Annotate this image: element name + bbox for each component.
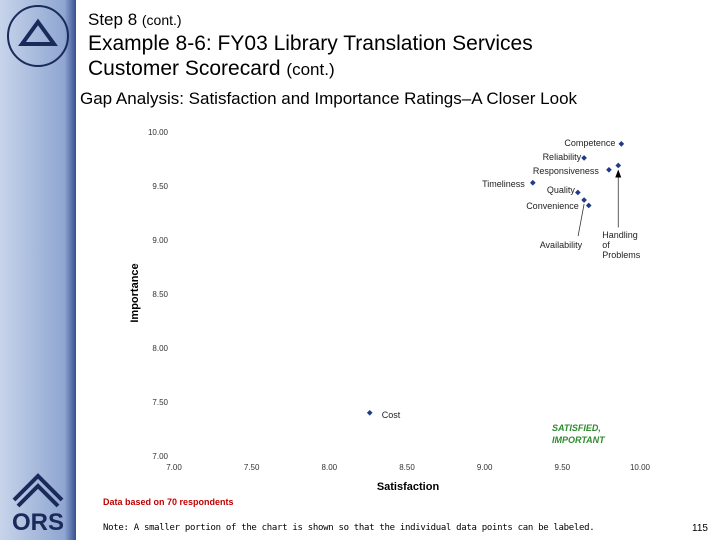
title-suffix: (cont.) — [286, 60, 335, 79]
title-text: Customer Scorecard — [88, 57, 281, 80]
y-tick-label: 8.50 — [152, 290, 168, 299]
chart-title: Gap Analysis: Satisfaction and Importanc… — [80, 89, 578, 108]
point-label: Responsiveness — [532, 165, 599, 176]
y-tick-label: 7.50 — [152, 398, 168, 407]
point-label: Reliability — [542, 151, 582, 162]
data-point — [366, 409, 373, 416]
y-tick-label: 9.00 — [152, 236, 168, 245]
step-text: Step 8 — [88, 10, 138, 29]
title: Example 8-6: FY03 Library Translation Se… — [88, 32, 533, 55]
point-label: Timeliness — [482, 178, 525, 189]
point-label: Convenience — [526, 201, 579, 212]
y-tick-label: 9.50 — [152, 182, 168, 191]
quadrant-label: IMPORTANT — [552, 435, 606, 445]
arrow-head — [615, 169, 622, 178]
data-point — [529, 179, 536, 186]
y-axis-title: Importance — [129, 263, 141, 322]
footnote: Note: A smaller portion of the chart is … — [103, 523, 595, 533]
point-label: Quality — [546, 185, 575, 196]
x-axis-title: Satisfaction — [377, 481, 440, 493]
data-point — [581, 197, 587, 203]
x-tick-label: 9.00 — [477, 463, 493, 472]
respondents-note: Data based on 70 respondents — [103, 497, 234, 507]
step-suffix: (cont.) — [141, 12, 182, 28]
page-number: 115 — [692, 523, 708, 534]
data-point — [606, 166, 612, 173]
leader-line — [577, 203, 585, 237]
x-tick-label: 8.50 — [399, 463, 415, 472]
point-label: Availability — [539, 240, 583, 251]
point-label: Cost — [381, 409, 401, 420]
svg-text:ORS: ORS — [12, 509, 64, 536]
point-label: Handling of Problems — [602, 230, 641, 261]
point-label: Competence — [564, 137, 616, 148]
x-tick-label: 7.50 — [244, 463, 260, 472]
data-point — [581, 155, 587, 161]
quadrant-label: SATISFIED, — [552, 423, 601, 433]
y-tick-label: 7.00 — [152, 452, 168, 461]
title-line2: Customer Scorecard (cont.) — [88, 57, 335, 81]
data-point — [585, 202, 592, 209]
step: Step 8 (cont.) — [88, 10, 182, 30]
data-point — [615, 162, 622, 169]
x-tick-label: 8.00 — [322, 463, 338, 472]
data-point — [618, 141, 625, 147]
x-tick-label: 10.00 — [630, 463, 651, 472]
y-tick-label: 8.00 — [152, 344, 168, 353]
x-tick-label: 9.50 — [555, 463, 571, 472]
y-tick-label: 10.00 — [148, 128, 169, 137]
sidebar: ORS — [0, 0, 76, 540]
data-point — [575, 189, 581, 196]
x-tick-label: 7.00 — [166, 463, 182, 472]
